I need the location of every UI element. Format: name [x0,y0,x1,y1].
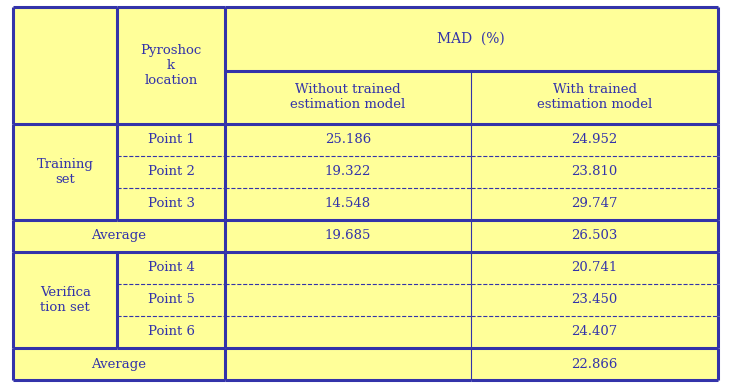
Text: 19.685: 19.685 [325,229,371,242]
Text: Verifica
tion set: Verifica tion set [39,286,91,314]
Text: 26.503: 26.503 [572,229,618,242]
Bar [471,123,718,156]
Text: 24.952: 24.952 [572,133,618,146]
Bar [224,7,718,71]
Text: With trained
estimation model: With trained estimation model [537,83,652,111]
Text: 25.186: 25.186 [325,133,371,146]
Bar [471,284,718,316]
Bar [471,348,718,380]
Text: Pyroshoc
k
location: Pyroshoc k location [140,44,202,87]
Text: 14.548: 14.548 [325,197,371,210]
Text: MAD  (%): MAD (%) [437,32,505,46]
Bar [471,156,718,188]
Bar [13,7,118,123]
Bar [118,252,224,284]
Text: Point 2: Point 2 [148,165,194,178]
Text: 20.741: 20.741 [572,261,618,274]
Bar [224,188,471,220]
Bar [224,284,471,316]
Text: 24.407: 24.407 [572,325,618,339]
Text: 23.810: 23.810 [572,165,618,178]
Bar [224,123,471,156]
Bar [224,220,471,252]
Text: Average: Average [91,229,146,242]
Text: Point 6: Point 6 [148,325,194,339]
Bar [224,316,471,348]
Bar [13,252,118,348]
Bar [224,252,471,284]
Bar [471,71,718,123]
Bar [13,220,224,252]
Text: 19.322: 19.322 [325,165,371,178]
Text: Average: Average [91,358,146,370]
Bar [224,348,471,380]
Bar [224,71,471,123]
Bar [118,123,224,156]
Bar [471,252,718,284]
Bar [13,348,224,380]
Text: 22.866: 22.866 [572,358,618,370]
Bar [13,123,118,220]
Bar [118,156,224,188]
Bar [118,188,224,220]
Text: Point 3: Point 3 [148,197,194,210]
Text: 29.747: 29.747 [571,197,618,210]
Bar [471,220,718,252]
Text: Point 1: Point 1 [148,133,194,146]
Text: 23.450: 23.450 [572,293,618,307]
Text: Training
set: Training set [37,158,94,186]
Text: Without trained
estimation model: Without trained estimation model [290,83,406,111]
Bar [118,7,224,123]
Bar [224,156,471,188]
Text: Point 4: Point 4 [148,261,194,274]
Bar [118,284,224,316]
Bar [471,316,718,348]
Bar [118,316,224,348]
Text: Point 5: Point 5 [148,293,194,307]
Bar [471,188,718,220]
